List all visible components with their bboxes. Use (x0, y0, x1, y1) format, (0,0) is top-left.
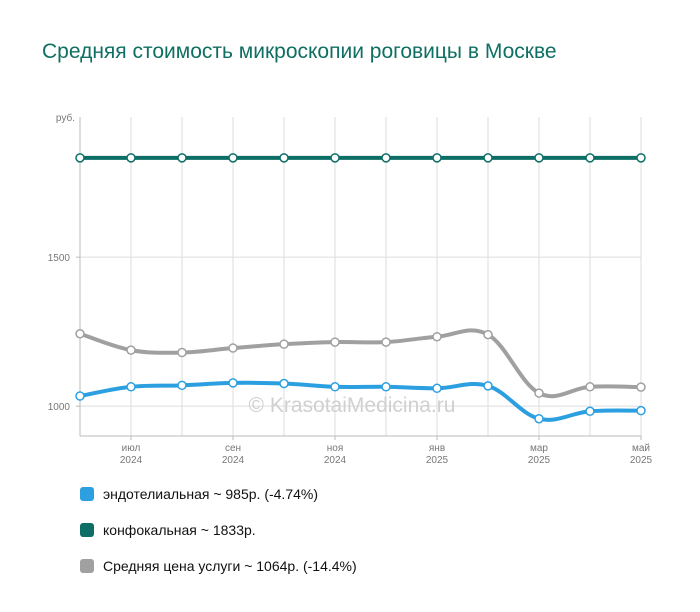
data-point-endothelial (279, 378, 289, 389)
data-point-confocal (432, 153, 442, 163)
data-point-average (636, 382, 646, 392)
data-point-confocal (177, 153, 187, 163)
x-tick-label-year: 2025 (528, 455, 551, 466)
x-tick-label-month: мар (530, 443, 548, 454)
x-tick-label-year: 2025 (630, 455, 653, 466)
data-point-endothelial (75, 391, 85, 401)
legend-label: конфокальная ~ 1833р. (103, 522, 256, 538)
data-point-endothelial (177, 380, 187, 391)
series-layer (75, 153, 646, 424)
watermark: © KrasotaiMedicina.ru (249, 394, 456, 417)
legend-item-endothelial[interactable]: эндотелиальная ~ 985р. (-4.74%) (80, 484, 357, 504)
x-tick-label-month: сен (225, 443, 241, 454)
y-axis-unit-label: руб. (56, 112, 75, 124)
data-point-confocal (330, 153, 340, 163)
legend-item-confocal[interactable]: конфокальная ~ 1833р. (80, 520, 357, 540)
data-point-average (279, 339, 289, 349)
legend: эндотелиальная ~ 985р. (-4.74%) конфокал… (80, 484, 357, 592)
x-tick-label-month: ноя (327, 443, 344, 454)
data-point-average (483, 329, 493, 340)
x-tick-label-month: май (632, 443, 650, 454)
legend-swatch-endothelial (80, 487, 94, 501)
data-point-confocal (279, 153, 289, 163)
x-tick-label-year: 2024 (222, 455, 245, 466)
data-point-endothelial (534, 413, 544, 424)
data-point-endothelial (381, 382, 391, 392)
data-point-confocal (636, 153, 646, 163)
legend-label: Средняя цена услуги ~ 1064р. (-14.4%) (103, 558, 357, 574)
data-point-average (75, 328, 85, 339)
data-point-endothelial (126, 382, 136, 392)
y-tick-label: 1500 (48, 253, 71, 264)
data-point-average (432, 331, 442, 342)
axis-layer: руб.10001500июл2024сен2024ноя2024янв2025… (48, 112, 653, 466)
data-point-confocal (228, 153, 238, 163)
data-point-endothelial (330, 382, 340, 392)
data-point-average (177, 347, 187, 358)
x-tick-label-month: июл (122, 443, 141, 454)
x-tick-label-year: 2024 (120, 455, 143, 466)
data-point-confocal (126, 153, 136, 163)
data-point-confocal (381, 153, 391, 163)
data-point-confocal (585, 153, 595, 163)
data-point-average (585, 382, 595, 392)
line-chart: руб.10001500июл2024сен2024ноя2024янв2025… (48, 112, 653, 466)
y-tick-label: 1000 (48, 402, 71, 413)
data-point-endothelial (585, 406, 595, 417)
data-point-endothelial (228, 378, 238, 388)
data-point-confocal (483, 153, 493, 163)
data-point-confocal (75, 153, 85, 163)
x-tick-label-year: 2024 (324, 455, 347, 466)
data-point-average (534, 388, 544, 398)
data-point-average (330, 337, 340, 347)
legend-swatch-average (80, 559, 94, 573)
legend-label: эндотелиальная ~ 985р. (-4.74%) (103, 486, 318, 502)
data-point-confocal (534, 153, 544, 163)
data-point-average (381, 337, 391, 347)
data-point-average (126, 345, 136, 355)
x-tick-label-month: янв (429, 443, 445, 454)
data-point-endothelial (432, 383, 442, 394)
data-point-average (228, 343, 238, 353)
data-point-endothelial (483, 381, 493, 391)
chart-title: Средняя стоимость микроскопии роговицы в… (42, 40, 557, 63)
legend-swatch-confocal (80, 523, 94, 537)
x-tick-label-year: 2025 (426, 455, 449, 466)
data-point-endothelial (636, 405, 646, 416)
legend-item-average[interactable]: Средняя цена услуги ~ 1064р. (-14.4%) (80, 556, 357, 576)
